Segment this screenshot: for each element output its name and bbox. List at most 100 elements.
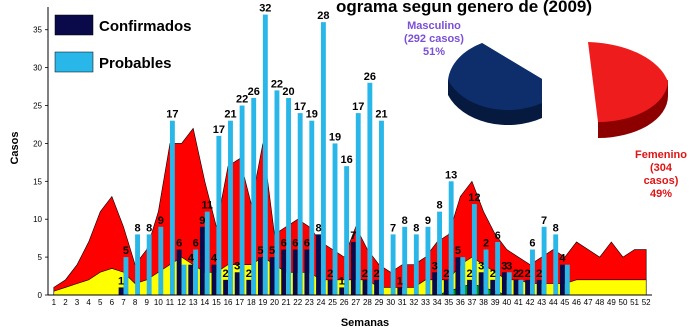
bar-probables-w18	[251, 97, 257, 296]
data-label-confirmados: 1	[339, 275, 345, 287]
x-tick-label: 4	[86, 298, 91, 307]
data-label-probables: 16	[341, 154, 353, 166]
bar-probables-w39	[495, 241, 501, 295]
gender-pie: Masculino (292 casos) 51% Femenino (304 …	[404, 20, 687, 200]
legend-swatch-probables	[54, 51, 94, 73]
x-tick-label: 41	[514, 298, 523, 307]
bar-confirmados-w7	[118, 287, 124, 295]
bar-confirmados-w22	[292, 249, 298, 295]
x-tick-label: 12	[177, 298, 186, 307]
data-label-confirmados: 2	[246, 268, 252, 280]
x-tick-label: 24	[317, 298, 326, 307]
x-tick-label: 6	[110, 298, 115, 307]
x-tick-label: 1	[52, 298, 57, 307]
x-tick-label: 51	[630, 298, 639, 307]
x-tick-label: 46	[572, 298, 581, 307]
x-axis-title: Semanas	[341, 317, 389, 327]
data-label-probables: 20	[282, 86, 294, 98]
bar-probables-w14	[204, 211, 210, 295]
data-label-confirmados: 2	[466, 268, 472, 280]
bar-probables-w45	[564, 264, 570, 295]
bar-probables-w40	[506, 272, 512, 295]
data-label-confirmados: 4	[211, 253, 218, 265]
x-tick-label: 49	[607, 298, 616, 307]
data-label-probables: 12	[468, 192, 480, 204]
bar-confirmados-w34	[432, 272, 438, 295]
x-tick-label: 36	[456, 298, 465, 307]
bar-confirmados-w45	[560, 264, 565, 295]
data-label-probables: 9	[425, 215, 431, 227]
bar-confirmados-w39	[490, 279, 496, 295]
x-tick-label: 17	[235, 298, 244, 307]
y-tick-label: 25	[33, 102, 42, 111]
data-label-confirmados: 2	[223, 268, 229, 280]
x-tick-label: 44	[549, 298, 558, 307]
x-tick-label: 14	[200, 298, 209, 307]
data-label-confirmados: 5	[269, 245, 275, 257]
bar-probables-w41	[518, 279, 524, 295]
y-axis-title: Casos	[9, 131, 21, 164]
data-label-probables: 8	[553, 222, 559, 234]
bar-probables-w42	[530, 249, 535, 295]
bar-probables-w37	[471, 204, 477, 295]
bar-probables-w31	[402, 226, 408, 295]
data-label-probables: 6	[495, 230, 501, 242]
bar-probables-w44	[553, 234, 559, 295]
bar-probables-w17	[239, 105, 245, 296]
data-label-confirmados: 3	[478, 260, 484, 272]
bar-confirmados-w26	[339, 287, 345, 295]
x-tick-label: 43	[537, 298, 546, 307]
x-tick-label: 48	[595, 298, 604, 307]
x-tick-label: 10	[154, 298, 163, 307]
y-tick-label: 0	[38, 291, 43, 300]
pie-pct-masculino: 51%	[423, 46, 445, 58]
bar-confirmados-w38	[478, 272, 484, 295]
data-label-probables: 17	[294, 101, 306, 113]
x-tick-label: 30	[386, 298, 395, 307]
x-tick-label: 25	[328, 298, 337, 307]
bar-layer	[118, 14, 570, 296]
data-label-probables: 8	[413, 222, 419, 234]
data-label-probables: 7	[541, 215, 547, 227]
data-label-probables: 21	[224, 109, 236, 121]
bar-probables-w29	[379, 120, 384, 296]
legend-swatch-confirmados	[54, 14, 94, 36]
x-tick-label: 7	[121, 298, 126, 307]
bar-probables-w25	[332, 143, 338, 295]
bar-probables-w28	[367, 82, 373, 295]
bar-confirmados-w25	[327, 279, 333, 295]
data-label-probables: 17	[213, 124, 225, 136]
x-tick-label: 22	[293, 298, 302, 307]
bar-confirmados-w17	[234, 272, 240, 295]
x-tick-label: 2	[63, 298, 68, 307]
x-tick-label: 19	[258, 298, 267, 307]
legend-label-probables: Probables	[99, 55, 172, 72]
y-tick-label: 5	[38, 253, 43, 262]
x-tick-label: 5	[98, 298, 103, 307]
bar-probables-w20	[274, 90, 280, 295]
bar-probables-w21	[286, 97, 291, 296]
data-label-confirmados: 2	[327, 268, 333, 280]
data-label-confirmados: 8	[315, 222, 321, 234]
x-tick-label: 8	[133, 298, 138, 307]
data-label-confirmados: 2	[443, 268, 449, 280]
data-label-probables: 17	[166, 109, 178, 121]
bar-confirmados-w23	[304, 249, 310, 295]
data-label-confirmados: 5	[257, 245, 263, 257]
bar-confirmados-w16	[223, 279, 229, 295]
bar-confirmados-w28	[362, 279, 368, 295]
x-tick-label: 29	[375, 298, 384, 307]
bar-probables-w32	[413, 234, 419, 295]
data-label-probables: 3	[506, 260, 512, 272]
data-label-probables: 21	[375, 109, 387, 121]
bar-confirmados-w27	[350, 241, 356, 295]
bar-probables-w34	[437, 211, 442, 295]
data-label-confirmados: 2	[490, 268, 496, 280]
x-tick-label: 40	[502, 298, 511, 307]
data-label-confirmados: 2	[525, 268, 531, 280]
y-tick-label: 35	[33, 26, 42, 35]
x-tick-label: 52	[642, 298, 651, 307]
x-tick-label: 45	[560, 298, 569, 307]
